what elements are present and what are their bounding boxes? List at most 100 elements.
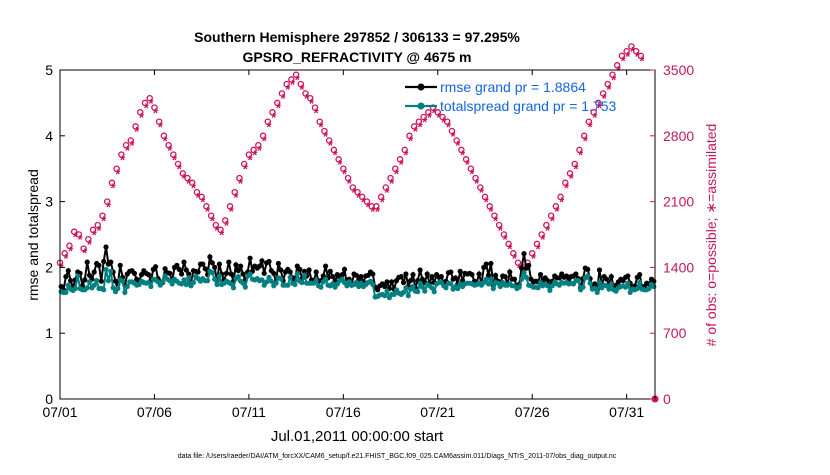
obs-possible-point — [335, 156, 342, 163]
series-point-rmse — [84, 259, 90, 265]
series-point-rmse — [98, 278, 104, 284]
obs-possible-point — [373, 203, 380, 210]
obs-assimilated-point: * — [139, 110, 145, 125]
series-point-rmse — [186, 271, 192, 277]
series-point-totalspread — [183, 281, 189, 288]
obs-possible-point — [354, 188, 361, 196]
obs-assimilated-point: * — [177, 162, 183, 177]
axes-frame — [59, 69, 656, 400]
obs-assimilated-point: * — [639, 54, 645, 69]
obs-assimilated-point: * — [479, 185, 485, 200]
series-point-rmse — [358, 274, 364, 280]
series-point-totalspread — [247, 271, 253, 277]
obs-possible-point — [580, 132, 588, 140]
obs-assimilated-point: * — [186, 176, 192, 191]
series-point-totalspread — [417, 280, 423, 286]
obs-possible-point — [330, 146, 338, 154]
series-point-totalspread — [240, 280, 246, 286]
plot-area: *** **** ******* **** ******** * ** **** *******… — [56, 43, 659, 403]
obs-possible-point — [302, 90, 309, 97]
series-point-rmse — [209, 260, 215, 266]
obs-possible-point — [396, 156, 404, 163]
obs-possible-point — [566, 170, 574, 177]
obs-possible-point — [349, 184, 357, 191]
obs-assimilated-point: * — [635, 49, 641, 64]
y-right-tick-label: 1400 — [663, 259, 694, 275]
series-point-rmse — [410, 272, 416, 278]
series-point-totalspread — [344, 283, 350, 289]
series-point-totalspread — [301, 272, 307, 278]
series-point-totalspread — [488, 276, 494, 282]
series-point-rmse — [275, 260, 281, 267]
series-point-totalspread — [384, 288, 390, 294]
obs-assimilated-point: * — [238, 176, 244, 191]
series-point-rmse — [271, 270, 277, 276]
legend-spread-marker — [417, 102, 425, 110]
series-point-rmse — [526, 262, 532, 268]
obs-assimilated-point: * — [304, 91, 310, 106]
series-point-rmse — [212, 264, 218, 270]
obs-possible-point — [122, 141, 130, 149]
series-point-totalspread — [455, 285, 461, 292]
obs-possible-point — [321, 127, 328, 135]
obs-assimilated-point: * — [512, 251, 518, 266]
obs-possible-point — [410, 123, 418, 130]
series-point-totalspread — [575, 278, 581, 284]
obs-assimilated-point: * — [427, 110, 433, 125]
y-tick-label: 5 — [45, 62, 53, 78]
series-point-totalspread — [443, 285, 449, 291]
series-point-rmse — [261, 270, 267, 276]
obs-assimilated-point: * — [488, 204, 494, 219]
series-point-totalspread — [86, 279, 93, 285]
obs-possible-point — [500, 231, 508, 238]
obs-possible-point — [283, 80, 290, 88]
obs-assimilated-point: * — [573, 162, 579, 177]
series-point-rmse — [341, 266, 348, 272]
obs-assimilated-point: * — [266, 119, 272, 134]
obs-possible-point — [585, 118, 593, 125]
series-point-rmse — [145, 272, 152, 278]
obs-possible-point — [543, 221, 550, 229]
x-axis-label: Jul.01,2011 00:00:00 start — [271, 428, 444, 445]
series-point-totalspread — [259, 277, 265, 283]
series-point-rmse — [469, 272, 475, 278]
obs-possible-point — [259, 132, 267, 140]
x-tick-label: 07/11 — [232, 404, 266, 420]
y-tick-label: 4 — [45, 128, 53, 144]
series-point-rmse — [476, 271, 482, 277]
obs-assimilated-point: * — [134, 124, 140, 139]
y-right-tick-label: 2100 — [663, 194, 694, 210]
series-point-rmse — [339, 272, 345, 278]
obs-assimilated-point: * — [328, 138, 334, 153]
series-point-rmse — [223, 270, 230, 276]
obs-possible-point — [226, 203, 234, 210]
series-point-rmse — [573, 271, 579, 277]
obs-assimilated-point: * — [262, 134, 268, 149]
series-point-totalspread — [429, 285, 435, 291]
obs-assimilated-point: * — [380, 195, 386, 210]
series-point-totalspread — [148, 283, 154, 290]
x-tick-label: 07/06 — [137, 404, 172, 420]
series-point-totalspread — [242, 284, 248, 290]
y-right-tick-label: 3500 — [663, 62, 694, 78]
series-point-rmse — [131, 270, 137, 276]
y-right-tick-label: 700 — [663, 325, 687, 341]
y-tick-label: 0 — [45, 391, 53, 407]
obs-assimilated-point: * — [474, 176, 480, 191]
obs-possible-point — [481, 193, 489, 201]
obs-possible-point — [132, 123, 139, 130]
obs-possible-point — [236, 174, 243, 182]
obs-possible-point — [467, 165, 475, 172]
obs-assimilated-point: * — [545, 223, 551, 238]
series-point-rmse — [138, 272, 145, 278]
series-point-totalspread — [523, 274, 529, 280]
obs-assimilated-point: * — [446, 119, 452, 134]
series-point-totalspread — [212, 276, 218, 282]
obs-possible-point — [240, 160, 248, 168]
obs-assimilated-point: * — [106, 199, 112, 214]
series-point-totalspread — [268, 278, 274, 284]
obs-possible-point — [273, 99, 281, 107]
series-point-totalspread — [405, 293, 411, 299]
obs-possible-point — [160, 132, 168, 140]
